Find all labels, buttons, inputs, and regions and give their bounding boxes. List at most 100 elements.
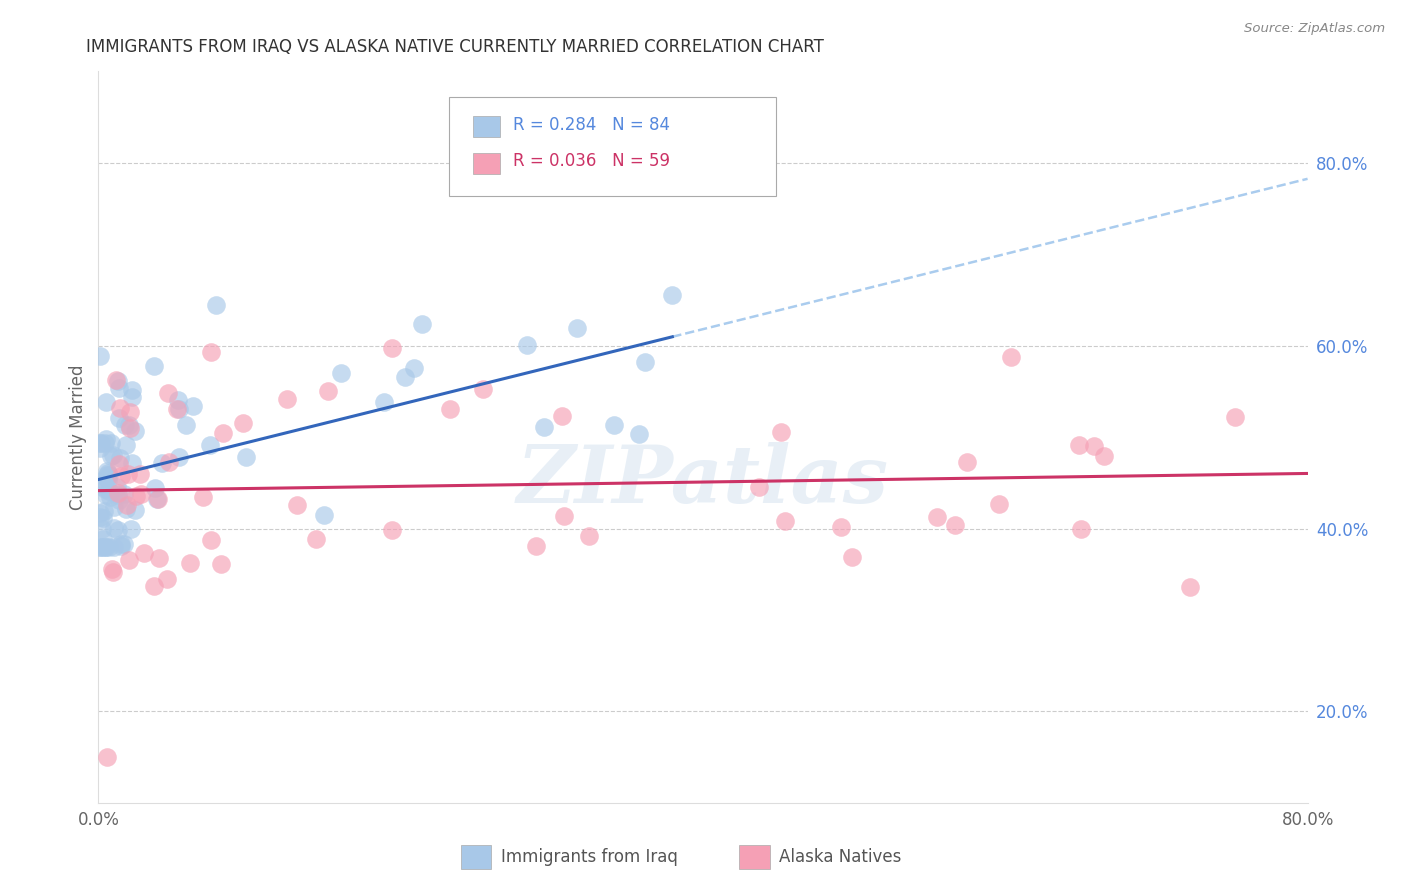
- Point: [89, 509, 111, 524]
- Point: [146, 491, 169, 506]
- Point: [97, 484, 120, 499]
- Point: [628, 426, 651, 441]
- Point: [108, 492, 131, 507]
- Text: Alaska Natives: Alaska Natives: [779, 848, 901, 866]
- Point: [89, 540, 111, 554]
- Point: [93, 504, 115, 518]
- Point: [143, 481, 166, 495]
- Point: [150, 456, 173, 470]
- FancyBboxPatch shape: [474, 116, 501, 137]
- Text: Immigrants from Iraq: Immigrants from Iraq: [501, 848, 678, 866]
- Point: [97, 468, 120, 483]
- Point: [89, 441, 111, 455]
- Point: [94, 540, 117, 554]
- Point: [89, 506, 111, 520]
- Point: [118, 418, 141, 433]
- Point: [114, 438, 136, 452]
- Text: IMMIGRANTS FROM IRAQ VS ALASKA NATIVE CURRENTLY MARRIED CORRELATION CHART: IMMIGRANTS FROM IRAQ VS ALASKA NATIVE CU…: [86, 38, 824, 56]
- Point: [830, 520, 852, 534]
- Point: [1092, 450, 1115, 464]
- Point: [318, 384, 340, 399]
- Point: [101, 562, 124, 576]
- Point: [411, 317, 433, 331]
- Point: [661, 288, 683, 302]
- Point: [956, 455, 979, 469]
- Point: [108, 401, 131, 415]
- Point: [94, 436, 117, 450]
- Point: [129, 467, 152, 481]
- Point: [769, 425, 792, 439]
- Point: [120, 405, 142, 419]
- FancyBboxPatch shape: [461, 846, 492, 869]
- Point: [439, 401, 461, 416]
- Point: [181, 399, 204, 413]
- Point: [200, 533, 222, 547]
- Point: [125, 490, 148, 504]
- Point: [97, 473, 120, 487]
- Point: [524, 539, 547, 553]
- FancyBboxPatch shape: [449, 97, 776, 195]
- Point: [1000, 350, 1022, 364]
- Point: [565, 320, 588, 334]
- FancyBboxPatch shape: [474, 153, 501, 174]
- Point: [91, 532, 114, 546]
- Point: [103, 521, 125, 535]
- Point: [110, 539, 132, 553]
- Point: [108, 381, 131, 395]
- Point: [943, 517, 966, 532]
- Point: [146, 492, 169, 507]
- Point: [373, 395, 395, 409]
- Point: [212, 425, 235, 440]
- Point: [578, 529, 600, 543]
- Point: [305, 533, 328, 547]
- Point: [97, 540, 120, 554]
- Point: [205, 298, 228, 312]
- Point: [107, 523, 129, 537]
- Point: [276, 392, 298, 407]
- Point: [91, 540, 114, 554]
- Point: [110, 468, 132, 483]
- Point: [94, 488, 117, 502]
- Point: [89, 540, 111, 554]
- Point: [96, 471, 118, 485]
- Point: [156, 572, 179, 586]
- Point: [120, 522, 142, 536]
- Point: [89, 436, 111, 450]
- Point: [115, 499, 138, 513]
- Point: [100, 449, 122, 463]
- Point: [156, 386, 179, 401]
- Point: [118, 553, 141, 567]
- Point: [634, 354, 657, 368]
- Point: [381, 341, 404, 355]
- Y-axis label: Currently Married: Currently Married: [69, 364, 87, 510]
- Point: [287, 498, 309, 512]
- Point: [115, 502, 138, 516]
- Point: [553, 508, 575, 523]
- Point: [381, 523, 404, 537]
- Point: [124, 424, 146, 438]
- Point: [329, 366, 352, 380]
- Point: [516, 337, 538, 351]
- Point: [925, 509, 948, 524]
- Point: [103, 540, 125, 554]
- Point: [232, 416, 254, 430]
- Point: [402, 360, 425, 375]
- Point: [176, 417, 198, 432]
- Point: [94, 432, 117, 446]
- Point: [97, 466, 120, 480]
- Point: [91, 510, 114, 524]
- Point: [121, 456, 143, 470]
- Point: [96, 750, 118, 764]
- Point: [121, 383, 143, 397]
- Point: [108, 450, 131, 465]
- Point: [551, 409, 574, 423]
- Point: [110, 537, 132, 551]
- Text: R = 0.284   N = 84: R = 0.284 N = 84: [513, 116, 671, 134]
- Point: [167, 450, 190, 465]
- Point: [90, 436, 112, 450]
- Point: [105, 373, 128, 387]
- Point: [101, 565, 124, 579]
- Point: [100, 490, 122, 504]
- Point: [108, 411, 131, 425]
- FancyBboxPatch shape: [740, 846, 769, 869]
